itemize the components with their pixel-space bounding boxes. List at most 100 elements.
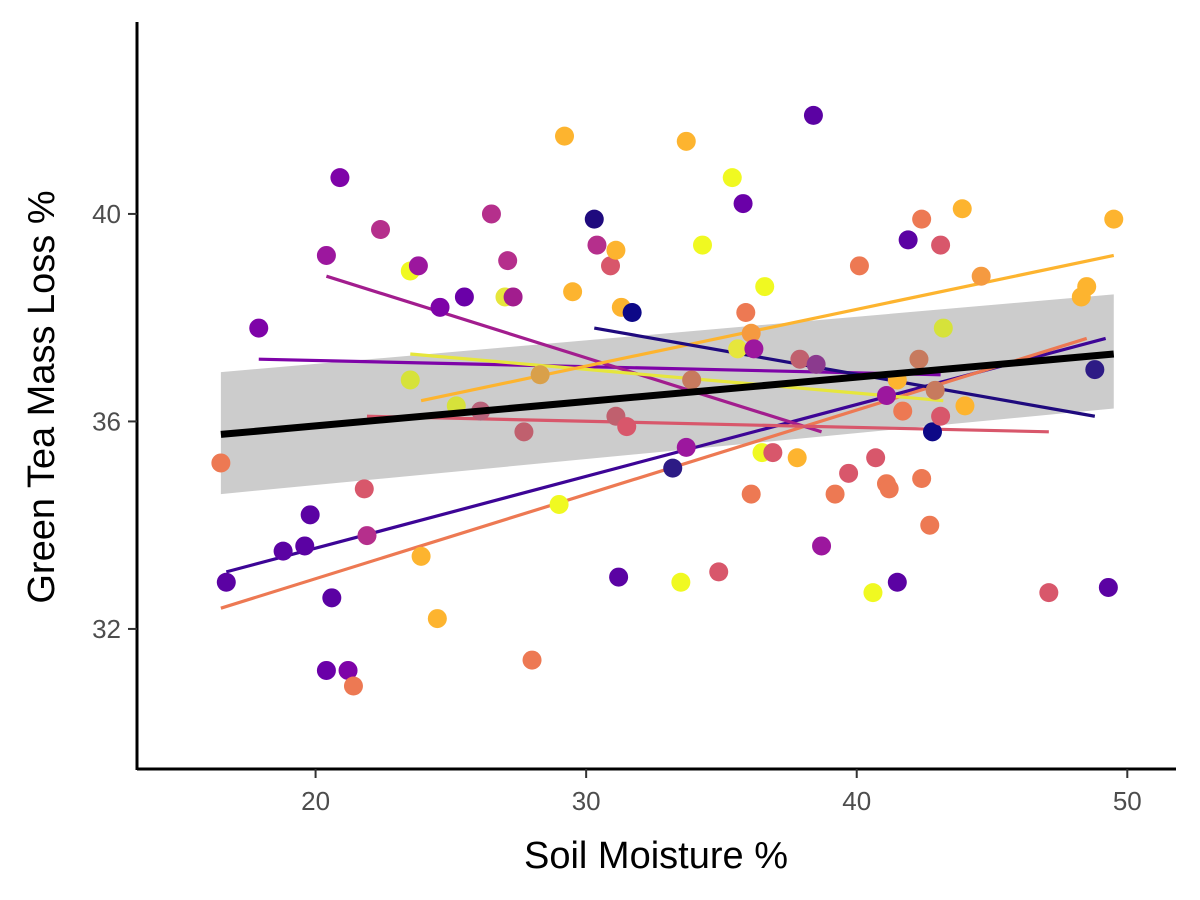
data-point <box>931 406 951 426</box>
data-point <box>839 463 859 483</box>
data-point <box>787 448 807 468</box>
data-point <box>866 448 886 468</box>
data-point <box>549 494 569 514</box>
data-point <box>1098 577 1118 597</box>
data-point <box>555 126 575 146</box>
ticks-layer: 20 30 40 50 32 36 40 <box>92 199 1142 816</box>
data-point <box>741 323 761 343</box>
data-point <box>606 240 626 260</box>
data-point <box>216 572 236 592</box>
x-axis-title: Soil Moisture % <box>524 835 788 877</box>
group-fit-line <box>593 326 1096 418</box>
data-point <box>1104 209 1124 229</box>
data-point <box>709 562 729 582</box>
data-point <box>803 105 823 125</box>
data-point <box>322 588 342 608</box>
data-point <box>601 256 621 276</box>
data-point <box>931 235 951 255</box>
y-tick-label: 36 <box>92 406 121 436</box>
data-point <box>755 277 775 297</box>
axes-layer <box>135 22 1176 771</box>
data-point <box>427 609 447 629</box>
x-tick-label: 40 <box>842 786 871 816</box>
data-point <box>357 526 377 546</box>
data-point <box>300 505 320 525</box>
data-point <box>879 479 899 499</box>
data-point <box>825 484 845 504</box>
data-point <box>1085 360 1105 380</box>
data-point <box>922 422 942 442</box>
y-axis-title: Green Tea Mass Loss % <box>21 190 63 603</box>
data-point <box>617 417 637 437</box>
x-tick-label: 50 <box>1113 786 1142 816</box>
data-point <box>408 256 428 276</box>
data-point <box>563 282 583 302</box>
data-point <box>763 443 783 463</box>
data-point <box>925 380 945 400</box>
data-point <box>530 365 550 385</box>
data-point <box>876 386 896 405</box>
data-point <box>371 220 391 239</box>
y-tick-label: 40 <box>92 199 121 229</box>
data-point <box>514 422 534 442</box>
data-point <box>952 199 972 219</box>
y-tick-label: 32 <box>92 614 121 644</box>
data-point <box>411 546 431 566</box>
data-point <box>744 339 764 359</box>
group-fit-line <box>410 352 944 403</box>
overall-fit-line <box>220 350 1115 438</box>
data-point <box>790 349 810 369</box>
data-point <box>1039 583 1059 603</box>
data-point <box>971 266 991 286</box>
data-point <box>893 401 913 421</box>
data-point <box>338 660 358 680</box>
data-point <box>898 230 918 250</box>
data-point <box>663 458 683 478</box>
data-point <box>933 318 953 338</box>
data-point <box>622 303 642 322</box>
data-point <box>587 235 607 255</box>
group-fit-line <box>220 336 1088 610</box>
data-point <box>676 131 696 151</box>
data-point <box>920 515 940 535</box>
data-points-layer <box>211 105 1124 696</box>
data-point <box>722 168 742 188</box>
data-point <box>343 676 363 696</box>
data-point <box>249 318 269 338</box>
data-point <box>887 572 907 592</box>
data-point <box>498 251 518 271</box>
data-point <box>354 479 374 499</box>
x-tick-label: 30 <box>572 786 601 816</box>
data-point <box>316 245 336 265</box>
data-point <box>682 370 702 390</box>
data-point <box>733 194 753 214</box>
data-point <box>609 567 629 587</box>
group-fit-line <box>258 357 941 377</box>
data-point <box>728 339 748 359</box>
data-point <box>912 469 932 488</box>
data-point <box>211 453 231 473</box>
data-point <box>454 287 474 307</box>
data-point <box>692 235 712 255</box>
data-point <box>849 256 869 276</box>
data-point <box>909 349 929 369</box>
overall-fit-layer <box>220 350 1115 438</box>
data-point <box>481 204 501 224</box>
data-point <box>955 396 975 416</box>
data-point <box>330 168 350 188</box>
data-point <box>671 572 691 592</box>
data-point <box>1077 277 1097 297</box>
data-point <box>863 583 883 603</box>
data-point <box>736 303 756 322</box>
data-point <box>806 354 826 374</box>
data-point <box>503 287 523 307</box>
data-point <box>812 536 832 556</box>
group-fit-line <box>325 274 823 434</box>
data-point <box>584 209 604 229</box>
data-point <box>676 437 696 457</box>
data-point <box>400 370 420 390</box>
data-point <box>522 650 542 670</box>
data-point <box>295 536 315 556</box>
data-point <box>741 484 761 504</box>
